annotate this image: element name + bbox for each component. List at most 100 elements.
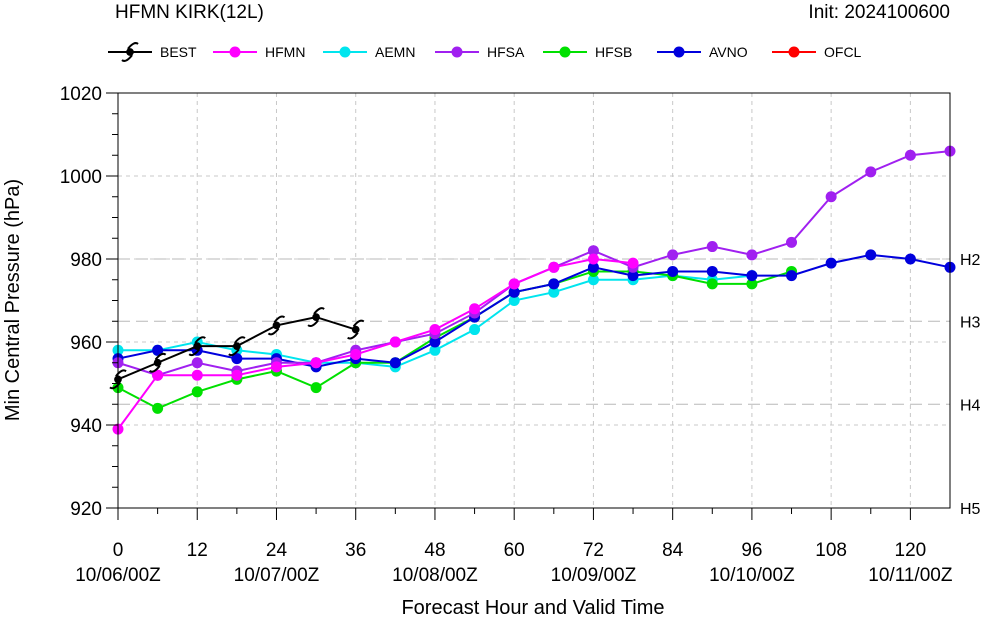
data-point xyxy=(587,245,599,257)
data-point xyxy=(746,270,758,282)
series-line xyxy=(117,257,634,430)
x-date-label: 10/06/00Z xyxy=(75,565,161,586)
data-point xyxy=(152,369,164,381)
x-tick-label: 0 xyxy=(113,540,124,561)
x-date-label: 10/07/00Z xyxy=(234,565,320,586)
y-tick-label: 980 xyxy=(70,250,102,271)
legend-label: OFCL xyxy=(824,44,862,60)
data-point xyxy=(508,295,520,306)
series-line xyxy=(117,253,951,368)
hurricane-icon xyxy=(121,42,139,62)
data-point xyxy=(865,249,877,261)
x-tick-label: 24 xyxy=(266,540,288,561)
x-tick-label: 12 xyxy=(187,540,208,561)
data-point xyxy=(627,257,639,269)
data-point xyxy=(627,270,639,282)
legend-entry-hfsa: HFSA xyxy=(435,44,525,60)
y-tick-label: 940 xyxy=(70,416,102,437)
x-tick-label: 108 xyxy=(815,540,847,561)
data-point xyxy=(469,324,481,336)
legend-label: AEMN xyxy=(375,44,415,60)
data-point xyxy=(191,357,203,369)
y-tick-label: 1000 xyxy=(60,167,102,188)
data-point xyxy=(706,265,718,277)
legend-label: BEST xyxy=(160,44,197,60)
data-point xyxy=(904,149,916,161)
legend-marker xyxy=(339,46,351,58)
data-point xyxy=(310,382,322,394)
y-tick-label: 960 xyxy=(70,333,102,354)
category-label: H3 xyxy=(960,314,981,331)
hurricane-icon xyxy=(188,336,206,357)
data-point xyxy=(152,344,164,356)
hurricane-icon xyxy=(347,319,365,340)
plot-frame xyxy=(117,92,951,509)
grid-lines xyxy=(118,93,950,508)
legend: BEST HFMN AEMN HFSA HFSB AVNO OFCL xyxy=(108,42,862,62)
x-date-label: 10/08/00Z xyxy=(392,565,478,586)
data-point xyxy=(310,357,322,369)
hurricane-icon xyxy=(148,352,167,373)
data-point xyxy=(429,336,441,348)
series-layer xyxy=(109,145,956,435)
legend-marker xyxy=(788,46,800,58)
data-point xyxy=(904,253,916,265)
legend-entry-hfmn: HFMN xyxy=(213,44,305,60)
data-point xyxy=(667,249,679,261)
data-point xyxy=(508,286,520,298)
legend-marker xyxy=(229,46,241,58)
legend-label: HFSA xyxy=(487,44,525,60)
data-point xyxy=(825,191,837,203)
x-tick-label: 60 xyxy=(504,540,525,561)
data-point xyxy=(548,286,560,298)
data-point xyxy=(469,303,481,315)
series-line xyxy=(117,270,792,410)
series-avno xyxy=(112,249,956,373)
legend-entry-ofcl: OFCL xyxy=(772,44,862,60)
data-point xyxy=(191,369,203,381)
category-lines: H2 H3 H4 H5 xyxy=(118,252,981,518)
legend-label: HFMN xyxy=(265,44,305,60)
y-tick-label: 920 xyxy=(70,499,102,520)
data-point xyxy=(786,236,798,248)
hurricane-icon xyxy=(307,307,325,328)
legend-marker xyxy=(451,46,463,58)
axes: 920 940 960 980 1000 1020 0 10/06/00Z 12 24 10/07/… xyxy=(60,84,953,586)
legend-entry-aemn: AEMN xyxy=(323,44,415,60)
x-tick-label: 36 xyxy=(345,540,366,561)
y-tick-label: 1020 xyxy=(60,84,102,105)
data-point xyxy=(389,357,401,369)
data-point xyxy=(746,278,758,290)
x-tick-label: 96 xyxy=(741,540,762,561)
data-point xyxy=(865,166,877,178)
category-label: H2 xyxy=(960,252,981,269)
data-point xyxy=(825,257,837,269)
data-point xyxy=(231,353,243,365)
category-label: H4 xyxy=(960,397,981,414)
data-point xyxy=(389,336,401,348)
x-tick-label: 48 xyxy=(424,540,445,561)
x-tick-label: 72 xyxy=(583,540,604,561)
data-point xyxy=(548,278,560,290)
data-point xyxy=(786,270,798,282)
legend-entry-avno: AVNO xyxy=(657,44,748,60)
x-date-label: 10/09/00Z xyxy=(551,565,637,586)
x-axis-label: Forecast Hour and Valid Time xyxy=(401,597,664,618)
data-point xyxy=(231,369,243,381)
data-point xyxy=(508,278,520,290)
x-date-label: 10/11/00Z xyxy=(868,565,953,586)
x-date-label: 10/10/00Z xyxy=(709,565,795,586)
legend-marker xyxy=(559,46,571,58)
x-tick-label: 84 xyxy=(662,540,684,561)
hurricane-icon xyxy=(267,315,286,336)
data-point xyxy=(746,249,758,261)
data-point xyxy=(706,241,718,253)
data-point xyxy=(548,261,560,273)
hurricane-icon xyxy=(228,336,246,357)
data-point xyxy=(429,324,441,336)
x-tick-label: 120 xyxy=(895,540,927,561)
data-point xyxy=(706,278,718,290)
legend-entry-hfsb: HFSB xyxy=(543,44,632,60)
init-time: Init: 2024100600 xyxy=(808,2,950,23)
